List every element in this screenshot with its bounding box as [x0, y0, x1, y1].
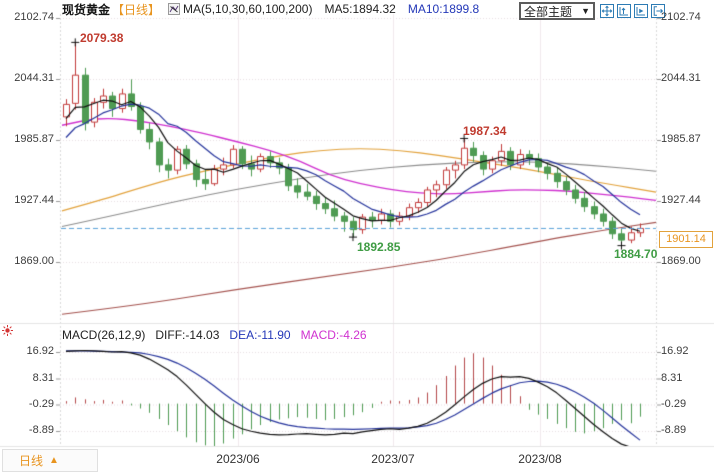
- theme-dropdown-label: 全部主题: [524, 4, 573, 19]
- indicator-toggle-icon[interactable]: [168, 3, 181, 15]
- price-axis-label: 1869.00: [661, 255, 701, 267]
- tab-daily-period[interactable]: 日线 ▲: [2, 449, 98, 472]
- low-annotation: 1892.85: [357, 240, 401, 254]
- exit-chart-icon[interactable]: [651, 4, 665, 18]
- price-axis-label: 2044.31: [14, 72, 54, 84]
- macd-axis-label: -0.29: [28, 398, 54, 410]
- price-axis-label: 1927.44: [14, 194, 54, 206]
- macd-axis-label: -8.89: [661, 424, 687, 436]
- chevron-down-icon: ▼: [581, 6, 590, 16]
- indicator-settings-icon[interactable]: [1, 324, 14, 342]
- price-axis-label: 2102.74: [661, 11, 701, 23]
- macd-axis-label: 16.92: [661, 345, 689, 357]
- ma5-value-label: MA5:1894.32: [324, 2, 396, 16]
- last-price-tag: 1901.14: [659, 231, 713, 248]
- low-annotation: 1884.70: [614, 247, 658, 261]
- dea-value-label: DEA:-11.90: [229, 328, 291, 342]
- macd-axis-label: -8.89: [28, 424, 54, 436]
- macd-axis-label: 8.31: [32, 372, 54, 384]
- price-axis-label: 2102.74: [14, 11, 54, 23]
- chart-header: 现货黄金 【日线】 MA(5,10,30,60,100,200) MA5:189…: [62, 1, 479, 17]
- triangle-up-icon: ▲: [49, 455, 59, 466]
- axis-zoom-vertical-icon[interactable]: [617, 4, 631, 18]
- macd-axis-label: 8.31: [661, 372, 683, 384]
- period-tag: 【日线】: [112, 2, 161, 17]
- macd-axis-label: -0.29: [661, 398, 687, 410]
- symbol-name: 现货黄金: [62, 2, 111, 17]
- price-axis-label: 1985.87: [661, 133, 701, 145]
- macd-title: MACD(26,12,9): [62, 328, 146, 342]
- axis-zoom-horizontal-icon[interactable]: [634, 4, 648, 18]
- macd-value-label: MACD:-4.26: [300, 328, 367, 342]
- ma10-value-label: MA10:1899.8: [407, 2, 480, 16]
- price-axis-label: 1985.87: [14, 133, 54, 145]
- price-axis-label: 1869.00: [14, 255, 54, 267]
- macd-legend: MACD(26,12,9) DIFF:-14.03 DEA:-11.90 MAC…: [62, 328, 367, 342]
- price-axis-label: 2044.31: [661, 72, 701, 84]
- date-axis-label: 2023/07: [371, 452, 415, 466]
- move-icon[interactable]: [600, 4, 614, 18]
- tab-daily-label: 日线: [19, 454, 44, 468]
- date-axis-label: 2023/06: [216, 452, 260, 466]
- price-axis-label: 1927.44: [661, 194, 701, 206]
- diff-value-label: DIFF:-14.03: [155, 328, 220, 342]
- date-axis-label: 2023/08: [518, 452, 562, 466]
- macd-axis-label: 16.92: [26, 345, 54, 357]
- ma-group-label: MA(5,10,30,60,100,200): [183, 2, 313, 16]
- high-annotation: 1987.34: [463, 124, 507, 138]
- high-annotation: 2079.38: [80, 31, 124, 45]
- theme-dropdown[interactable]: 全部主题 ▼: [519, 2, 595, 20]
